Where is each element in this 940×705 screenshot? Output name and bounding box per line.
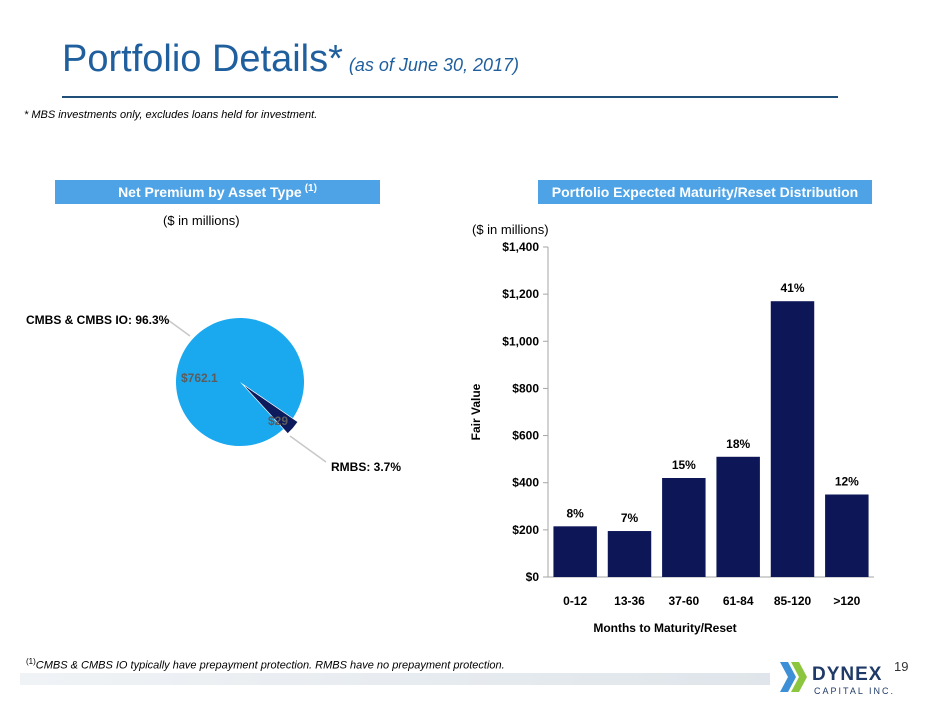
- bar-category-label: 37-60: [668, 594, 699, 608]
- left-units: ($ in millions): [163, 213, 240, 228]
- bottom-footnote-sup: (1): [26, 657, 36, 666]
- logo-name: DYNEX: [812, 664, 883, 685]
- bar-data-label: 41%: [780, 281, 804, 295]
- bar-y-tick-label: $0: [526, 570, 540, 584]
- pie-leader-line-cmbs: [167, 319, 191, 337]
- bottom-footnote-text: CMBS & CMBS IO typically have prepayment…: [35, 659, 505, 672]
- bar-13-36: [607, 531, 652, 577]
- pie-slice-cmbs-cmbs-io: [176, 317, 305, 446]
- bar-category-label: 0-12: [563, 594, 587, 608]
- bar-y-tick-label: $200: [512, 523, 539, 537]
- bottom-footnote: (1)CMBS & CMBS IO typically have prepaym…: [26, 657, 505, 672]
- bar-data-label: 7%: [621, 511, 639, 525]
- title-subtitle: (as of June 30, 2017): [348, 55, 520, 75]
- bar-data-label: 18%: [726, 437, 750, 451]
- bar-chart: $0 $200 $400 $600 $800 $1,000 $1,200 $1,400 8% 0-…: [469, 240, 874, 635]
- bar-0-12: [553, 526, 597, 577]
- left-banner-text: Net Premium by Asset Type: [118, 184, 302, 200]
- title-rule: [62, 96, 838, 98]
- bar-y-axis-label: Fair Value: [469, 383, 483, 440]
- top-footnote: * MBS investments only, excludes loans h…: [24, 109, 318, 121]
- bar-37-60: [662, 478, 706, 577]
- bar-y-tick-label: $1,000: [502, 334, 539, 348]
- bar-85-120: [770, 301, 815, 577]
- bar-x-axis-label: Months to Maturity/Reset: [593, 621, 736, 635]
- bar-category-label: 61-84: [723, 594, 754, 608]
- right-banner-text: Portfolio Expected Maturity/Reset Distri…: [551, 184, 859, 200]
- pie-slice-label-rmbs: RMBS: 3.7%: [331, 460, 401, 474]
- pie-value-label-rmbs: $29: [268, 414, 288, 428]
- bar-data-label: 12%: [835, 475, 859, 489]
- dynex-logo-icon: [780, 662, 807, 692]
- left-banner-sup: (1): [304, 182, 317, 194]
- title-main: Portfolio Details*: [62, 38, 343, 80]
- bar-y-tick-label: $800: [512, 381, 539, 395]
- bar-category-label: 13-36: [614, 594, 645, 608]
- left-banner: Net Premium by Asset Type (1): [55, 180, 380, 204]
- right-banner: Portfolio Expected Maturity/Reset Distri…: [538, 180, 872, 204]
- pie-slice-label-cmbs: CMBS & CMBS IO: 96.3%: [26, 313, 170, 327]
- page-title: Portfolio Details* (as of June 30, 2017): [62, 38, 519, 81]
- pie-slice-rmbs: [244, 385, 298, 434]
- right-units: ($ in millions): [472, 222, 549, 237]
- bar-data-label: 15%: [672, 458, 696, 472]
- bar-61-84: [716, 456, 760, 577]
- pie-chart: CMBS & CMBS IO: 96.3% RMBS: 3.7% $762.1 …: [26, 313, 401, 474]
- logo-subtext: CAPITAL INC.: [814, 686, 896, 696]
- pie-value-label-cmbs: $762.1: [181, 371, 218, 385]
- bar-category-label: 85-120: [774, 594, 812, 608]
- bar-y-tick-label: $1,200: [502, 287, 539, 301]
- bar-data-label: 8%: [566, 506, 584, 520]
- bar-category-label: >120: [833, 594, 860, 608]
- bar-y-tick-label: $400: [512, 476, 539, 490]
- page-number: 19: [894, 659, 909, 674]
- bar--120: [825, 494, 869, 577]
- footer-bar: [20, 673, 770, 685]
- pie-leader-line-rmbs: [289, 435, 327, 463]
- bar-y-tick-label: $600: [512, 429, 539, 443]
- bar-y-tick-label: $1,400: [502, 240, 539, 254]
